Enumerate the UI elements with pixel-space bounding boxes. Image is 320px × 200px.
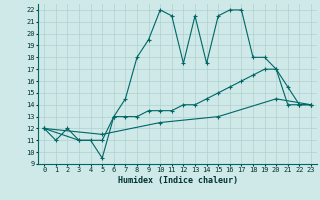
- X-axis label: Humidex (Indice chaleur): Humidex (Indice chaleur): [118, 176, 238, 185]
